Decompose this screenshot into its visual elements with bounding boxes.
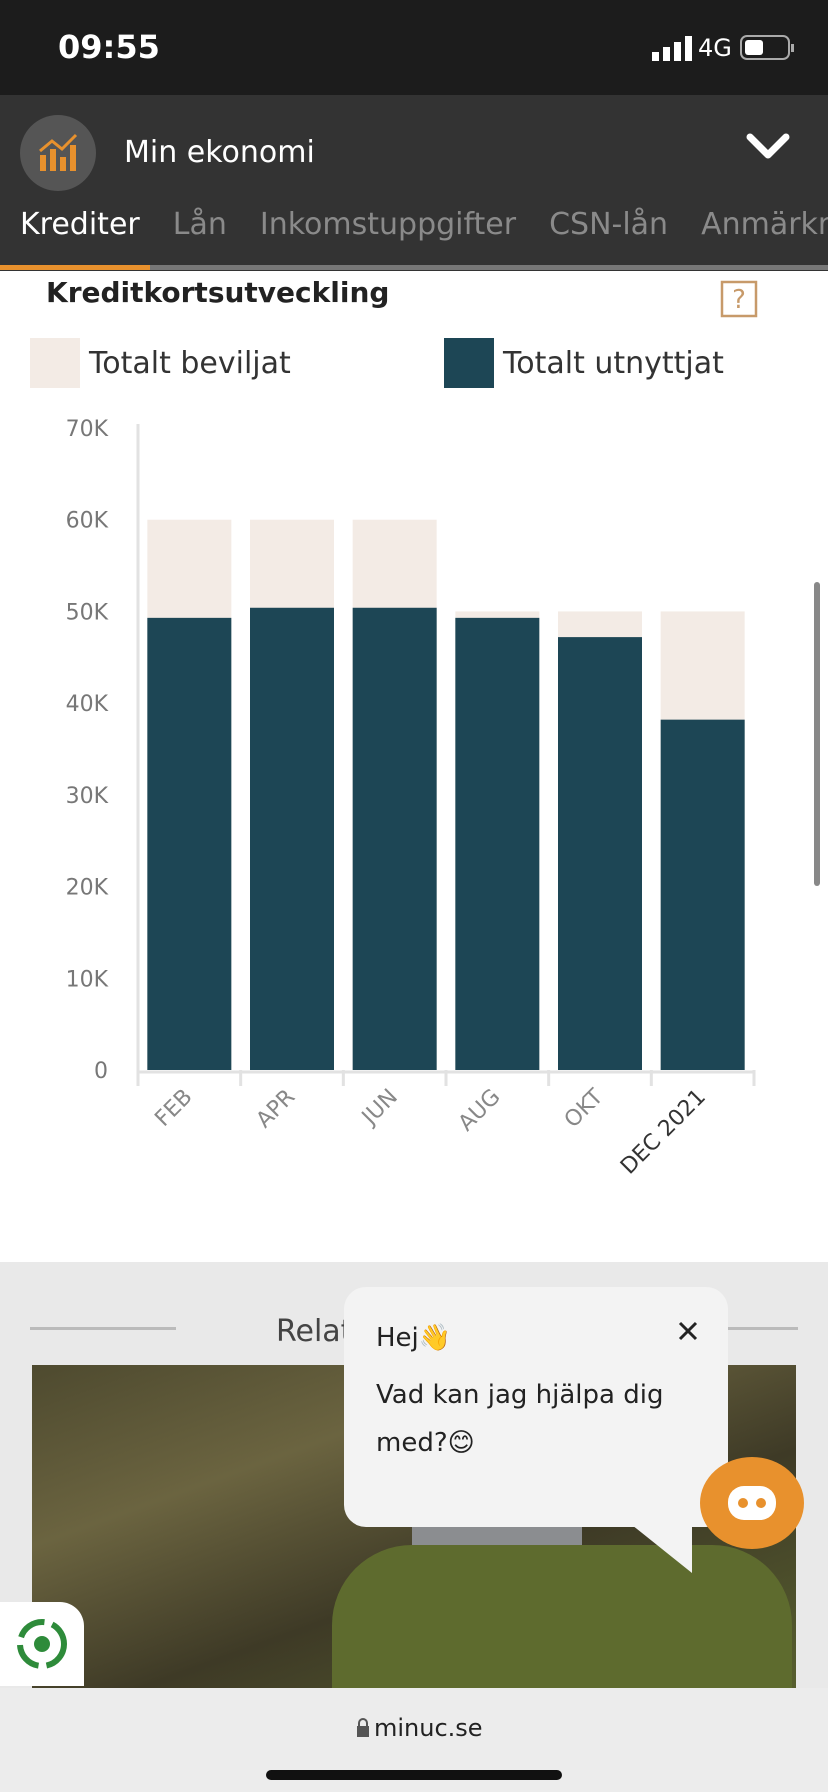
bar [147, 617, 232, 1070]
recycle-badge[interactable] [0, 1602, 84, 1686]
chart-title: Kreditkortsutveckling [46, 276, 390, 309]
x-tick-label: FEB [150, 1085, 197, 1132]
app-icon [20, 115, 96, 191]
legend-swatch [30, 338, 80, 388]
tab[interactable]: CSN-lån [549, 207, 669, 242]
scrollbar [814, 582, 820, 886]
lock-icon [357, 1718, 369, 1737]
x-tick-label: AUG [454, 1085, 506, 1137]
legend-swatch [444, 338, 494, 388]
time: 09:55 [58, 28, 160, 66]
collapse-chevron[interactable] [746, 131, 790, 161]
header-title: Min ekonomi [124, 135, 315, 170]
chat-message: Vad kan jag hjälpa dig med?😊 [376, 1380, 664, 1458]
close-button[interactable] [676, 1319, 700, 1343]
y-tick-label: 70K [66, 417, 109, 442]
y-tick-label: 0 [94, 1059, 108, 1084]
y-tick-label: 30K [66, 784, 109, 809]
signal-icon [652, 36, 692, 61]
y-tick-label: 20K [66, 876, 109, 901]
tab-bar: Krediter Lån Inkomstuppgifter CSN-lån Anmärk… [0, 200, 828, 270]
app-header: Min ekonomi Krediter Lån Inkomstuppgifter C… [0, 95, 828, 271]
bar [352, 607, 437, 1070]
battery-icon [740, 35, 794, 60]
bar [558, 637, 642, 1070]
chat-greeting: Hej👋 [376, 1323, 452, 1353]
tab[interactable]: Krediter [20, 207, 140, 242]
y-tick-label: 10K [66, 967, 109, 992]
y-tick-label: 60K [66, 509, 109, 534]
y-tick-label: 50K [66, 600, 109, 625]
legend-label: Totalt utnyttjat [503, 346, 724, 381]
chart: 0 10K 20K 30K 40K 50K 60K 70K FEB APR JUN AUG OKT DEC… [66, 417, 756, 1180]
network: 4G [698, 34, 732, 62]
tab-track [0, 265, 828, 270]
x-tick-label: DEC 2021 [616, 1085, 711, 1180]
bar [660, 719, 745, 1070]
bar [250, 607, 334, 1070]
home-indicator [266, 1770, 562, 1780]
x-tick-label: JUN [356, 1085, 403, 1132]
svg-text:?: ? [732, 285, 746, 315]
status-bar: 09:55 4G [0, 0, 828, 95]
bubble-tail [632, 1525, 692, 1573]
log [332, 1545, 792, 1695]
y-tick-label: 40K [66, 692, 109, 717]
browser-bar: minuc.se [0, 1688, 828, 1792]
chat-bubble: Hej👋 Vad kan jag hjälpa dig med?😊 [344, 1287, 728, 1573]
chat-bot-button[interactable] [700, 1456, 804, 1550]
tab[interactable]: Inkomstuppgifter [259, 207, 517, 242]
tab-indicator [0, 265, 150, 270]
x-tick-label: APR [252, 1085, 301, 1134]
legend-label: Totalt beviljat [89, 346, 291, 381]
bar [455, 617, 540, 1070]
tab[interactable]: Lån [172, 207, 227, 242]
divider [30, 1327, 176, 1330]
help-icon[interactable]: ? [720, 280, 758, 318]
tab[interactable]: Anmärkningar [701, 207, 828, 242]
x-tick-label: OKT [560, 1084, 609, 1133]
url[interactable]: minuc.se [374, 1714, 483, 1742]
